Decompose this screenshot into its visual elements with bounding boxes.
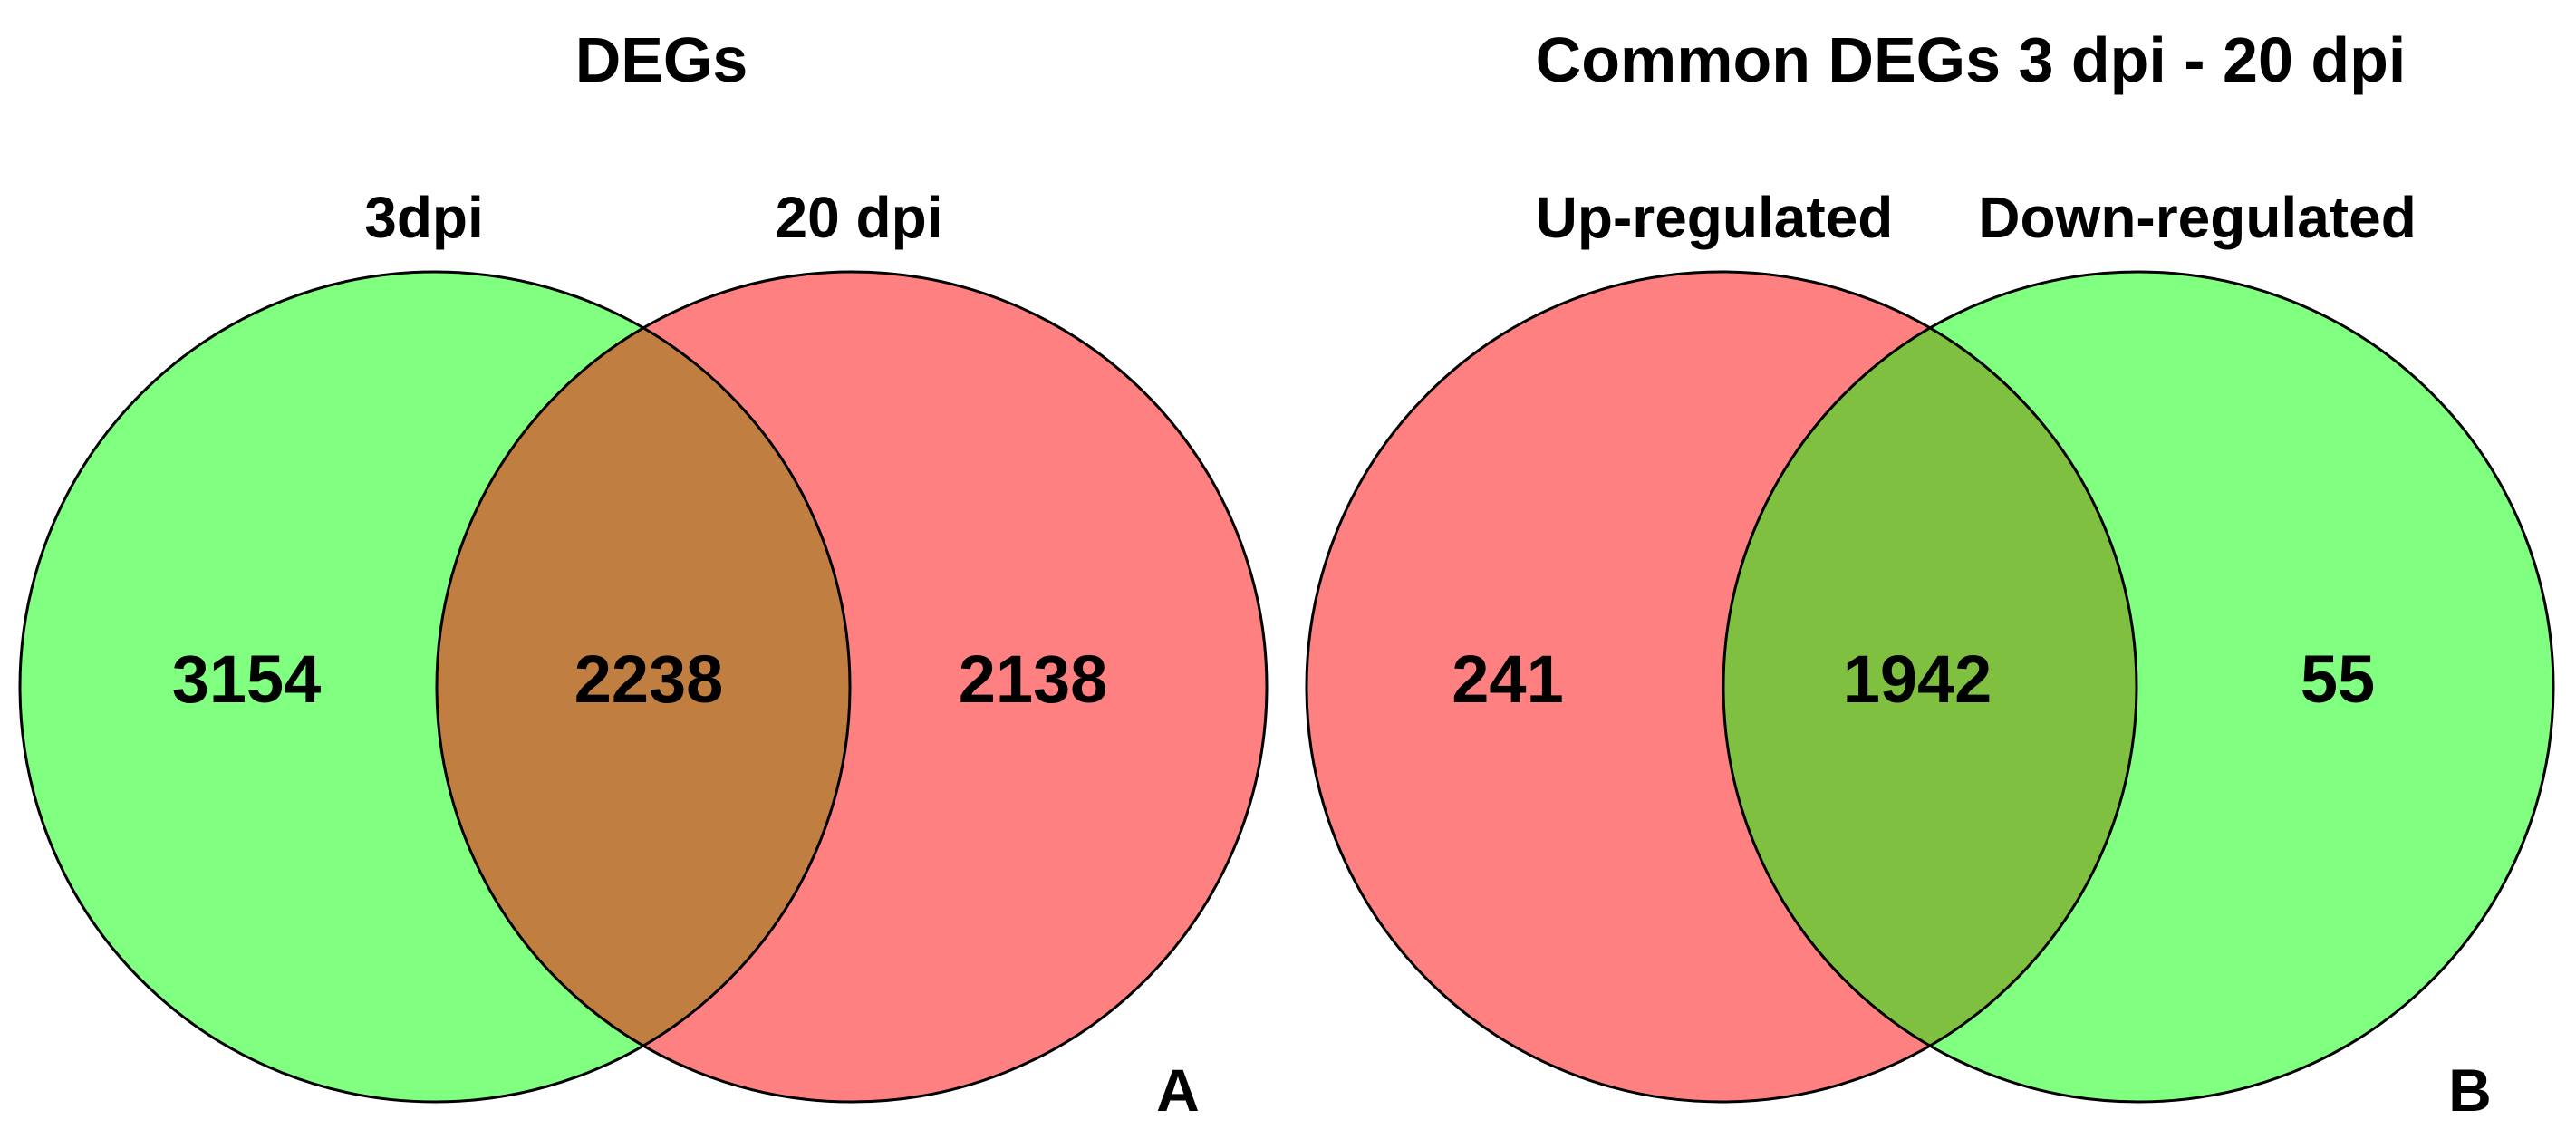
panel-a-letter: A	[1156, 1057, 1200, 1124]
panel-b-right-circle-outline	[1722, 270, 2555, 1104]
panel-b-title: Common DEGs 3 dpi - 20 dpi	[1536, 24, 2407, 95]
panel-a-left-circle-outline	[18, 270, 852, 1104]
panel-a-overlap-region	[437, 272, 850, 1102]
panel-b-left-circle-outline	[1305, 270, 2138, 1104]
panel-b-right-set-label: Down-regulated	[1978, 185, 2417, 250]
panel-a-left-set-label: 3dpi	[364, 185, 484, 250]
panel-b-overlap-count: 1942	[1843, 642, 1992, 717]
panel-b-overlap-region	[1723, 272, 2137, 1102]
panel-b-left-only-count: 241	[1452, 642, 1563, 717]
panel-b-letter: B	[2448, 1057, 2492, 1124]
panel-a-right-set-label: 20 dpi	[776, 185, 943, 250]
panel-a-title: DEGs	[575, 24, 748, 95]
panel-b-left-set-label: Up-regulated	[1536, 185, 1894, 250]
panel-a-right-only-count: 2138	[959, 642, 1108, 717]
panel-b-right-only-count: 55	[2301, 642, 2375, 717]
panel-a: DEGs 3dpi 20 dpi 3154 2238 2138 A	[18, 24, 1269, 1124]
panel-a-right-circle-outline	[435, 270, 1269, 1104]
panel-a-left-only-count: 3154	[172, 642, 322, 717]
panel-b: Common DEGs 3 dpi - 20 dpi Up-regulated …	[1305, 24, 2555, 1124]
panel-a-overlap-count: 2238	[574, 642, 724, 717]
